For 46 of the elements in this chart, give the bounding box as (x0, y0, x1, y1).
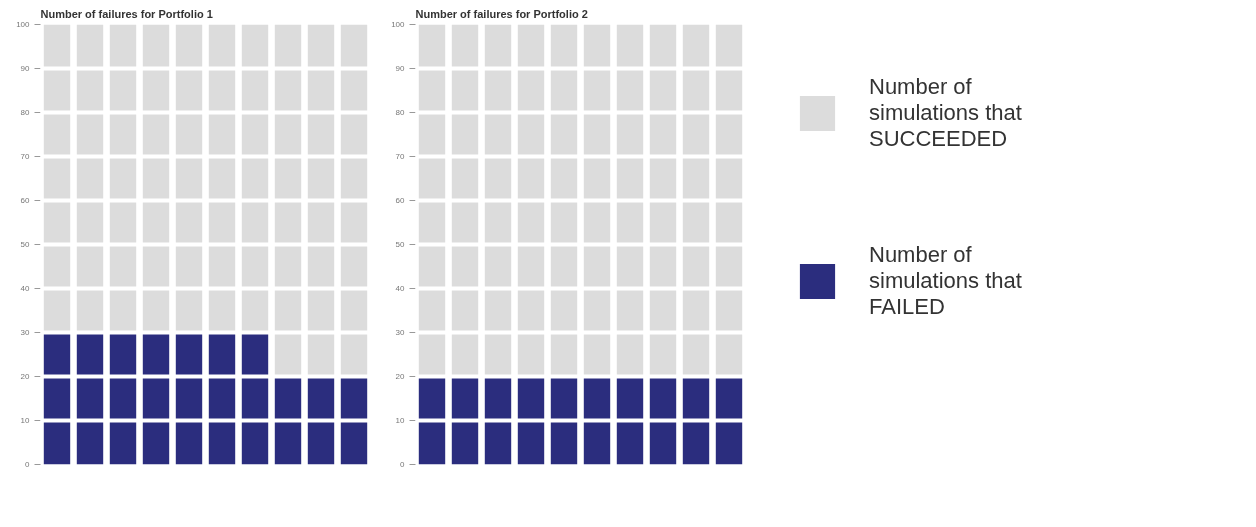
y-tick-label: 90 (395, 64, 406, 73)
bar (208, 24, 236, 333)
y-tick-label: 0 (25, 460, 31, 469)
bar (307, 24, 335, 377)
bar (142, 332, 170, 465)
bar (142, 24, 170, 333)
bar (175, 332, 203, 465)
y-tick-label: 50 (20, 240, 31, 249)
y-tick-label: 60 (395, 196, 406, 205)
y-tick-label: 40 (395, 284, 406, 293)
y-tick-label: 20 (20, 372, 31, 381)
y-tick-label: 10 (20, 416, 31, 425)
bar (340, 24, 368, 377)
bar (208, 332, 236, 465)
bar (241, 332, 269, 465)
bar (109, 332, 137, 465)
bar (43, 332, 71, 465)
y-tick-label: 20 (395, 372, 406, 381)
bar (274, 24, 302, 377)
chart-title: Number of failures for Portfolio 2 (415, 7, 588, 20)
y-tick-label: 30 (395, 328, 406, 337)
y-tick-label: 90 (20, 64, 31, 73)
bar (175, 24, 203, 333)
bar (109, 24, 137, 333)
legend-label: Number of simulations that FAILED (869, 242, 1022, 320)
y-tick-label: 100 (391, 20, 406, 29)
bar (274, 376, 302, 465)
y-tick-label: 100 (16, 20, 31, 29)
y-tick-label: 40 (20, 284, 31, 293)
y-tick-label: 80 (20, 108, 31, 117)
bar (76, 24, 104, 333)
bar (43, 24, 71, 333)
bar (340, 376, 368, 465)
bar (307, 376, 335, 465)
bar (76, 332, 104, 465)
bar (241, 24, 269, 333)
y-tick-label: 50 (395, 240, 406, 249)
y-tick-label: 30 (20, 328, 31, 337)
y-tick-label: 80 (395, 108, 406, 117)
chart-title: Number of failures for Portfolio 1 (40, 7, 213, 20)
y-tick-label: 70 (20, 152, 31, 161)
legend-label: Number of simulations that SUCCEEDED (869, 74, 1022, 152)
y-tick-label: 70 (395, 152, 406, 161)
y-tick-label: 0 (400, 460, 406, 469)
y-tick-label: 60 (20, 196, 31, 205)
y-tick-label: 10 (395, 416, 406, 425)
